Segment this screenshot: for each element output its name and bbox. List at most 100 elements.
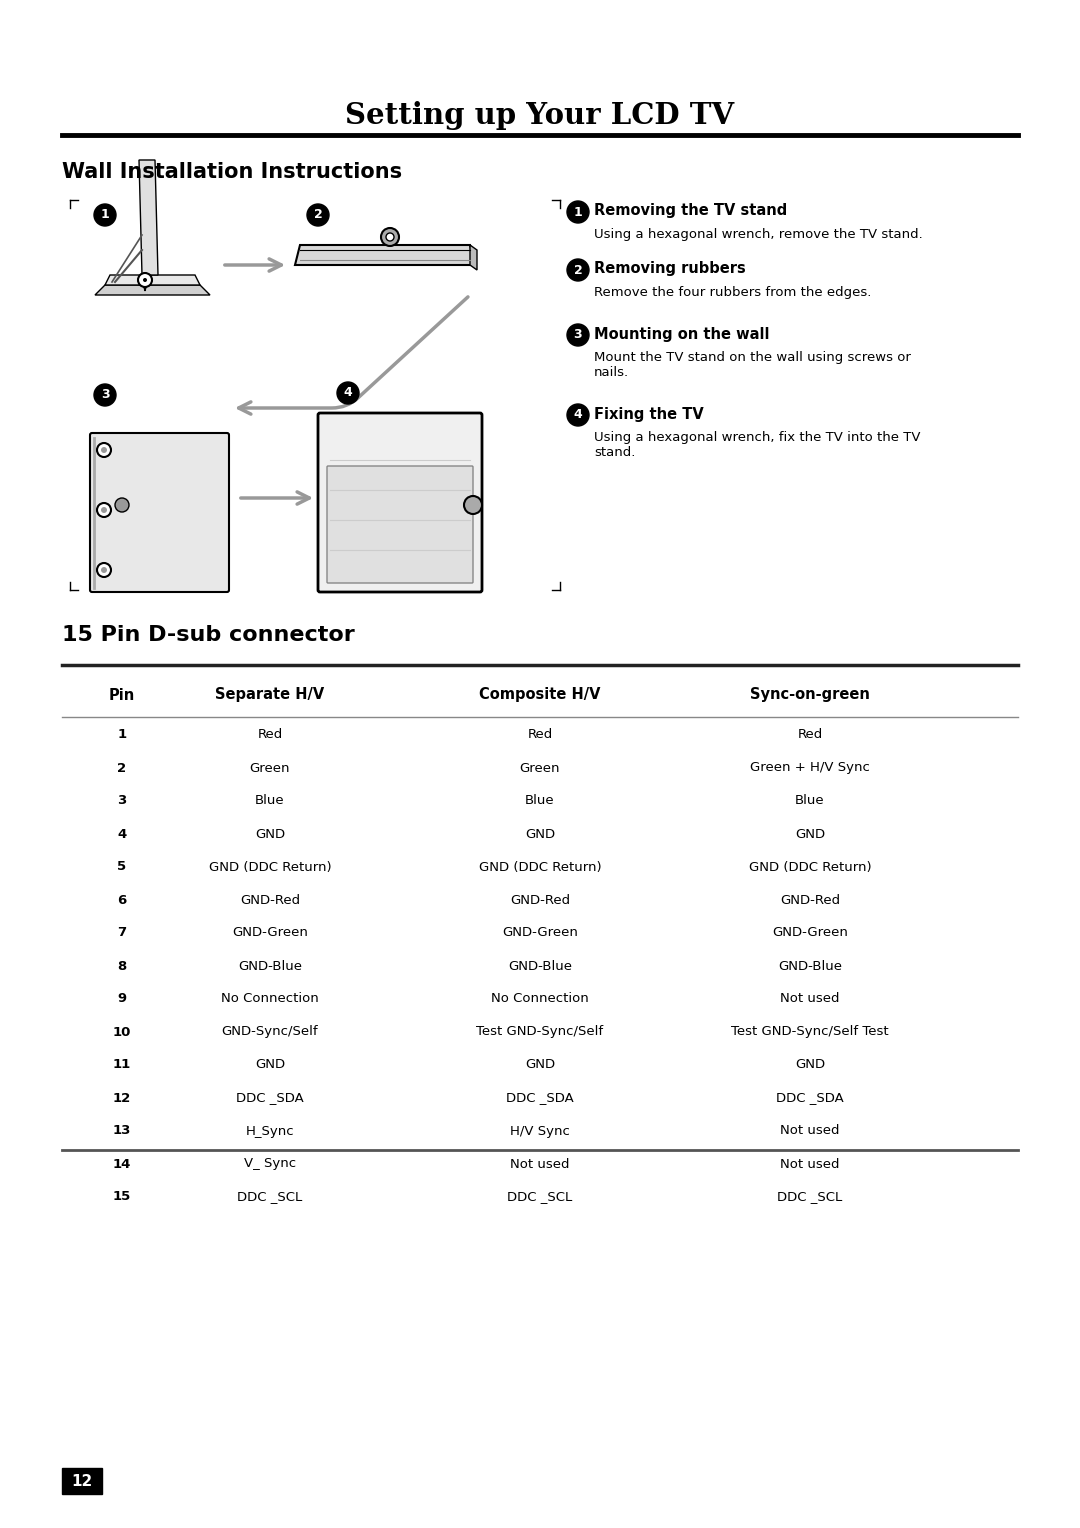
Text: GND-Blue: GND-Blue — [778, 960, 842, 972]
Text: 1: 1 — [100, 208, 109, 222]
Text: Not used: Not used — [780, 1125, 840, 1137]
Text: Using a hexagonal wrench, fix the TV into the TV
stand.: Using a hexagonal wrench, fix the TV int… — [594, 431, 920, 458]
Text: GND-Green: GND-Green — [772, 926, 848, 940]
Text: Red: Red — [797, 729, 823, 741]
Circle shape — [94, 205, 116, 226]
Text: No Connection: No Connection — [221, 993, 319, 1005]
Text: Red: Red — [257, 729, 283, 741]
Text: Removing rubbers: Removing rubbers — [594, 261, 746, 277]
Circle shape — [381, 228, 399, 246]
Text: Blue: Blue — [255, 795, 285, 807]
Text: Blue: Blue — [795, 795, 825, 807]
Text: 3: 3 — [573, 329, 582, 341]
Circle shape — [97, 503, 111, 516]
Text: 7: 7 — [118, 926, 126, 940]
Text: GND: GND — [795, 1059, 825, 1071]
Text: Blue: Blue — [525, 795, 555, 807]
Text: H_Sync: H_Sync — [245, 1125, 295, 1137]
Text: 11: 11 — [113, 1059, 131, 1071]
Text: GND (DDC Return): GND (DDC Return) — [478, 860, 602, 874]
Text: GND: GND — [255, 1059, 285, 1071]
Text: GND-Red: GND-Red — [240, 894, 300, 906]
Text: Setting up Your LCD TV: Setting up Your LCD TV — [346, 101, 734, 130]
Circle shape — [567, 403, 589, 426]
Text: GND-Green: GND-Green — [502, 926, 578, 940]
Text: Using a hexagonal wrench, remove the TV stand.: Using a hexagonal wrench, remove the TV … — [594, 228, 922, 241]
Text: Pin: Pin — [109, 688, 135, 703]
Text: GND: GND — [525, 1059, 555, 1071]
Circle shape — [97, 562, 111, 578]
Text: Green + H/V Sync: Green + H/V Sync — [751, 761, 869, 775]
Text: 10: 10 — [112, 1025, 131, 1039]
FancyBboxPatch shape — [318, 413, 482, 591]
Text: DDC _SCL: DDC _SCL — [238, 1190, 302, 1204]
Circle shape — [386, 232, 394, 241]
Text: DDC _SDA: DDC _SDA — [237, 1091, 303, 1105]
Text: GND-Green: GND-Green — [232, 926, 308, 940]
Text: DDC _SCL: DDC _SCL — [508, 1190, 572, 1204]
Text: Red: Red — [527, 729, 553, 741]
Text: DDC _SDA: DDC _SDA — [507, 1091, 573, 1105]
Text: Test GND-Sync/Self Test: Test GND-Sync/Self Test — [731, 1025, 889, 1039]
Text: 4: 4 — [118, 828, 126, 840]
Text: 5: 5 — [118, 860, 126, 874]
Text: 3: 3 — [118, 795, 126, 807]
Text: 12: 12 — [113, 1091, 131, 1105]
FancyBboxPatch shape — [327, 466, 473, 584]
Text: Mounting on the wall: Mounting on the wall — [594, 327, 769, 341]
Text: Separate H/V: Separate H/V — [215, 688, 325, 703]
Text: 12: 12 — [71, 1473, 93, 1488]
Text: Not used: Not used — [510, 1158, 570, 1170]
Text: Green: Green — [249, 761, 291, 775]
Text: GND (DDC Return): GND (DDC Return) — [748, 860, 872, 874]
Circle shape — [102, 507, 107, 513]
Text: GND-Blue: GND-Blue — [508, 960, 572, 972]
Text: GND-Blue: GND-Blue — [238, 960, 302, 972]
Text: 4: 4 — [573, 408, 582, 422]
Text: Not used: Not used — [780, 993, 840, 1005]
Circle shape — [567, 324, 589, 345]
Text: Mount the TV stand on the wall using screws or
nails.: Mount the TV stand on the wall using scr… — [594, 351, 910, 379]
FancyBboxPatch shape — [62, 1468, 102, 1494]
Text: GND-Red: GND-Red — [780, 894, 840, 906]
Text: 2: 2 — [118, 761, 126, 775]
Polygon shape — [95, 286, 210, 295]
Polygon shape — [105, 275, 200, 286]
Text: 3: 3 — [100, 388, 109, 402]
Text: 15: 15 — [113, 1190, 131, 1204]
Text: GND-Red: GND-Red — [510, 894, 570, 906]
Text: GND: GND — [795, 828, 825, 840]
Text: H/V Sync: H/V Sync — [510, 1125, 570, 1137]
Text: Green: Green — [519, 761, 561, 775]
Text: GND: GND — [525, 828, 555, 840]
FancyBboxPatch shape — [90, 432, 229, 591]
Text: 13: 13 — [112, 1125, 131, 1137]
Circle shape — [138, 274, 152, 287]
Text: 2: 2 — [573, 263, 582, 277]
Text: V_ Sync: V_ Sync — [244, 1158, 296, 1170]
Text: 1: 1 — [118, 729, 126, 741]
Text: Composite H/V: Composite H/V — [480, 688, 600, 703]
Circle shape — [102, 567, 107, 573]
Polygon shape — [139, 160, 158, 275]
Circle shape — [307, 205, 329, 226]
Text: Fixing the TV: Fixing the TV — [594, 406, 704, 422]
Circle shape — [114, 498, 129, 512]
Text: Test GND-Sync/Self: Test GND-Sync/Self — [476, 1025, 604, 1039]
Text: 4: 4 — [343, 387, 352, 399]
Text: 6: 6 — [118, 894, 126, 906]
Text: GND: GND — [255, 828, 285, 840]
Circle shape — [97, 443, 111, 457]
Text: DDC _SCL: DDC _SCL — [778, 1190, 842, 1204]
Text: 14: 14 — [112, 1158, 131, 1170]
Circle shape — [94, 384, 116, 406]
Text: Sync-on-green: Sync-on-green — [751, 688, 869, 703]
Circle shape — [464, 497, 482, 513]
Circle shape — [567, 260, 589, 281]
Circle shape — [102, 448, 107, 452]
Text: 9: 9 — [118, 993, 126, 1005]
Text: 1: 1 — [573, 205, 582, 219]
Text: DDC _SDA: DDC _SDA — [777, 1091, 843, 1105]
Text: Not used: Not used — [780, 1158, 840, 1170]
Text: GND (DDC Return): GND (DDC Return) — [208, 860, 332, 874]
